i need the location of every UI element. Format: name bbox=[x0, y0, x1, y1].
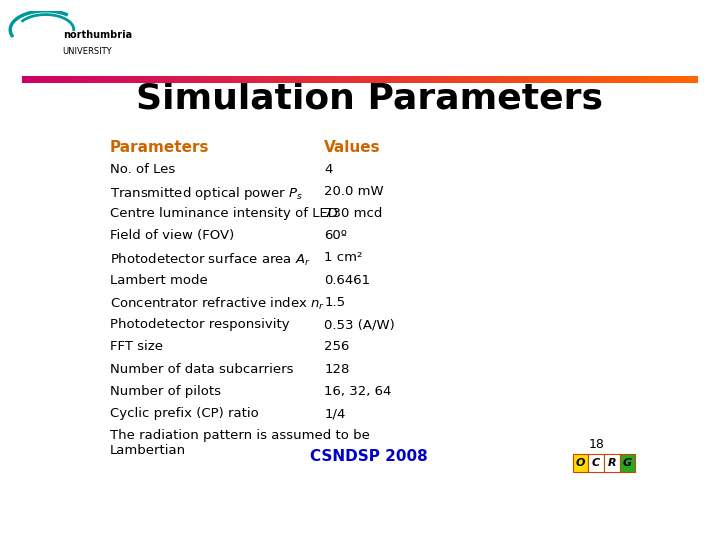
Text: 0.6461: 0.6461 bbox=[324, 274, 371, 287]
Text: Number of pilots: Number of pilots bbox=[109, 385, 220, 398]
Text: FFT size: FFT size bbox=[109, 341, 163, 354]
Bar bbox=[604, 454, 619, 472]
Text: G: G bbox=[623, 458, 632, 468]
Text: 0.53 (A/W): 0.53 (A/W) bbox=[324, 318, 395, 331]
Text: Cyclic prefix (CP) ratio: Cyclic prefix (CP) ratio bbox=[109, 407, 258, 420]
Text: Values: Values bbox=[324, 140, 381, 154]
Text: 128: 128 bbox=[324, 363, 350, 376]
Text: 730 mcd: 730 mcd bbox=[324, 207, 383, 220]
Bar bbox=[619, 454, 635, 472]
Text: No. of Les: No. of Les bbox=[109, 163, 175, 176]
Text: UNIVERSITY: UNIVERSITY bbox=[63, 47, 112, 56]
Text: Photodetector responsivity: Photodetector responsivity bbox=[109, 318, 289, 331]
Text: Simulation Parameters: Simulation Parameters bbox=[135, 82, 603, 116]
Text: R: R bbox=[608, 458, 616, 468]
Text: Field of view (FOV): Field of view (FOV) bbox=[109, 230, 234, 242]
Text: Lambert mode: Lambert mode bbox=[109, 274, 207, 287]
Text: 16, 32, 64: 16, 32, 64 bbox=[324, 385, 392, 398]
Text: CSNDSP 2008: CSNDSP 2008 bbox=[310, 449, 428, 464]
Text: O: O bbox=[576, 458, 585, 468]
Text: 4: 4 bbox=[324, 163, 333, 176]
Text: Photodetector surface area $A_r$: Photodetector surface area $A_r$ bbox=[109, 252, 310, 268]
Bar bbox=[588, 454, 604, 472]
Text: 20.0 mW: 20.0 mW bbox=[324, 185, 384, 198]
Text: 18: 18 bbox=[588, 438, 604, 451]
Text: The radiation pattern is assumed to be
Lambertian: The radiation pattern is assumed to be L… bbox=[109, 429, 369, 457]
Text: 60º: 60º bbox=[324, 230, 347, 242]
Text: C: C bbox=[592, 458, 600, 468]
Text: northumbria: northumbria bbox=[63, 30, 132, 40]
Text: 1.5: 1.5 bbox=[324, 296, 346, 309]
Text: Transmitted optical power $P_s$: Transmitted optical power $P_s$ bbox=[109, 185, 302, 202]
Text: 1/4: 1/4 bbox=[324, 407, 346, 420]
Bar bbox=[572, 454, 588, 472]
Text: Number of data subcarriers: Number of data subcarriers bbox=[109, 363, 293, 376]
Text: 256: 256 bbox=[324, 341, 350, 354]
Text: 1 cm²: 1 cm² bbox=[324, 252, 363, 265]
Text: Parameters: Parameters bbox=[109, 140, 209, 154]
Text: Concentrator refractive index $n_r$: Concentrator refractive index $n_r$ bbox=[109, 296, 325, 312]
Text: Centre luminance intensity of LED: Centre luminance intensity of LED bbox=[109, 207, 338, 220]
